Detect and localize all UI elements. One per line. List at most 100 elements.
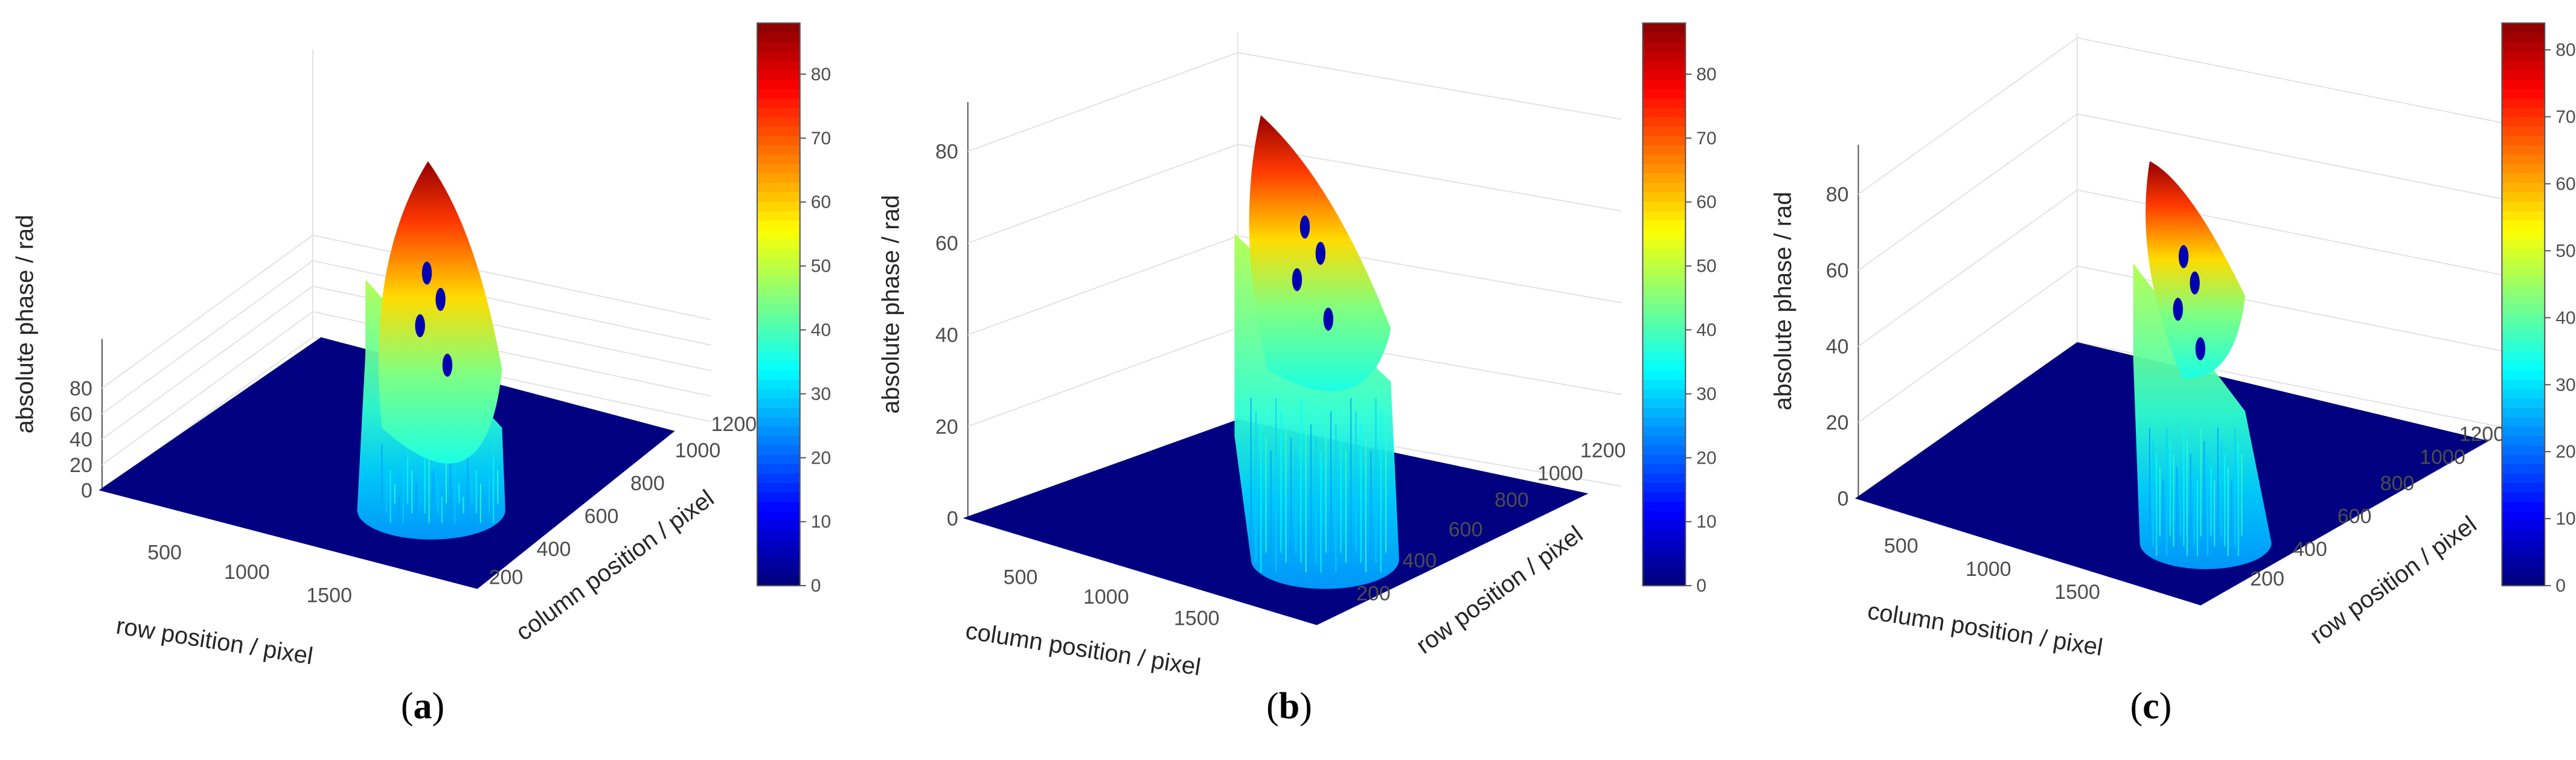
colorbar-band: [2502, 295, 2545, 305]
y-ticks: 200 400 600 800 1000 1200: [489, 413, 757, 589]
colorbar-tick-label: 0: [2555, 576, 2566, 596]
colorbar-band: [2502, 510, 2545, 521]
colorbar-band: [1642, 426, 1686, 436]
colorbar-band: [757, 369, 800, 380]
y-tick-label: 600: [585, 505, 619, 528]
colorbar-band: [1642, 60, 1686, 71]
colorbar-band: [2502, 407, 2545, 418]
colorbar-band: [2502, 79, 2545, 89]
y-tick-label: 200: [2250, 567, 2284, 590]
colorbar-band: [2502, 210, 2545, 221]
colorbar-band: [757, 247, 800, 258]
colorbar-band: [1642, 135, 1686, 146]
surface-hole: [2190, 271, 2200, 295]
colorbar-band: [1642, 323, 1686, 333]
z-tick-label: 40: [1826, 336, 1849, 359]
z-tick-label: 0: [1837, 488, 1849, 511]
colorbar-band: [2502, 369, 2545, 380]
x-axis-label: row position / pixel: [114, 613, 315, 670]
colorbar-band: [757, 323, 800, 333]
colorbar-band: [1642, 520, 1686, 530]
colorbar-band: [2502, 538, 2545, 549]
colorbar-band: [2502, 417, 2545, 427]
colorbar-band: [2502, 173, 2545, 184]
surface-top: [378, 161, 502, 464]
colorbar-tick-label: 80: [1696, 65, 1716, 85]
colorbar-band: [2502, 313, 2545, 324]
grid-line: [2077, 265, 2522, 356]
colorbar-band: [757, 529, 800, 540]
panel-c: 0 20 40 60 80 500 1000 1500 200 400 600 800 1000 1200…: [1717, 0, 2576, 760]
grid-line: [1857, 189, 2078, 347]
colorbar-band: [2502, 267, 2545, 277]
colorbar-band: [757, 342, 800, 352]
colorbar-tick-label: 10: [2555, 509, 2575, 529]
colorbar-band: [757, 567, 800, 577]
z-tick-label: 60: [69, 403, 92, 426]
colorbar-band: [757, 388, 800, 399]
surface-top: [2145, 161, 2246, 378]
x-ticks: 500 1000 1500: [147, 541, 352, 607]
surface-hole: [1299, 215, 1310, 239]
caption-b: (b): [1266, 686, 1312, 727]
colorbar-band: [757, 426, 800, 436]
y-tick-label: 200: [1356, 583, 1391, 605]
colorbar-band: [1642, 107, 1686, 118]
colorbar-band: [2502, 529, 2545, 540]
colorbar-band: [1642, 407, 1686, 418]
colorbar-tick-label: 30: [1696, 384, 1716, 404]
colorbar-band: [1642, 454, 1686, 465]
grid-line: [101, 286, 313, 440]
z-axis-label: absolute phase / rad: [877, 195, 904, 414]
z-tick-label: 20: [69, 454, 92, 477]
grid-line: [967, 52, 1238, 152]
y-tick-label: 1200: [2459, 423, 2505, 445]
colorbar-tick-label: 20: [811, 448, 831, 468]
colorbar-band: [1642, 276, 1686, 287]
colorbar-band: [1642, 88, 1686, 99]
colorbar-band: [757, 201, 800, 211]
colorbar-band: [757, 276, 800, 287]
colorbar-band: [1642, 473, 1686, 484]
colorbar-band: [1642, 360, 1686, 371]
colorbar-band: [2502, 276, 2545, 287]
grid-line: [312, 234, 711, 321]
colorbar-band: [2502, 51, 2545, 62]
colorbar-band: [1642, 491, 1686, 502]
colorbar-band: [2502, 117, 2545, 127]
colorbar-band: [757, 32, 800, 43]
grid-line: [101, 234, 313, 389]
colorbar-band: [2502, 454, 2545, 465]
grid-line: [101, 260, 313, 415]
colorbar-band: [2502, 182, 2545, 193]
z-tick-label: 40: [935, 324, 958, 347]
colorbar-band: [757, 69, 800, 80]
colorbar-tick-label: 60: [1696, 193, 1716, 212]
colorbar-band: [2502, 60, 2545, 71]
colorbar-band: [757, 164, 800, 174]
colorbar-tick-label: 50: [2555, 241, 2575, 261]
colorbar-band: [2502, 164, 2545, 174]
colorbar-band: [757, 520, 800, 530]
colorbar-band: [1642, 501, 1686, 511]
colorbar-band: [2502, 238, 2545, 249]
chart-svg: 0204060805001000150020040060080010001200…: [12, 22, 831, 670]
colorbar-band: [2502, 332, 2545, 343]
colorbar-frame: [756, 22, 801, 587]
colorbar-band: [757, 117, 800, 127]
z-tick-label: 20: [935, 415, 958, 438]
colorbar-band: [757, 229, 800, 240]
grid-line: [101, 311, 313, 465]
y-tick-label: 400: [1402, 549, 1437, 572]
colorbar-band: [1642, 342, 1686, 352]
colorbar-band: [1642, 510, 1686, 521]
colorbar-band: [1642, 32, 1686, 43]
colorbar-band: [2502, 473, 2545, 484]
colorbar-band: [757, 60, 800, 71]
colorbar-band: [757, 501, 800, 511]
colorbar-band: [757, 220, 800, 230]
panel-b: 0 20 40 60 80 500 1000 1500 200 400 600 800 1000 1200…: [859, 0, 1717, 760]
colorbar-band: [757, 304, 800, 315]
surface-hole: [415, 314, 425, 337]
colorbar-band: [757, 454, 800, 465]
